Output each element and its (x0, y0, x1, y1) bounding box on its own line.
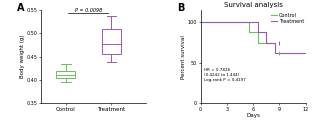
Y-axis label: Percent survival: Percent survival (181, 35, 186, 79)
Treatment (256, 22, 259, 23)
Text: P = 0.0098: P = 0.0098 (75, 8, 102, 13)
Treatment (304, 52, 308, 53)
Control (256, 32, 259, 33)
Treatment (256, 32, 259, 33)
Line: Control: Control (201, 22, 306, 53)
Control (273, 52, 277, 53)
Control (199, 22, 202, 23)
X-axis label: Days: Days (246, 113, 260, 118)
Control (256, 42, 259, 43)
Y-axis label: Body weight (g): Body weight (g) (20, 35, 25, 78)
Treatment (199, 22, 202, 23)
Title: Survival analysis: Survival analysis (224, 2, 283, 8)
Treatment (273, 42, 277, 43)
Text: A: A (17, 3, 25, 13)
Text: HR = 0.7826
(0.4242 to 1.444)
Log-rank P = 0.4197: HR = 0.7826 (0.4242 to 1.444) Log-rank P… (204, 68, 246, 82)
Control (247, 32, 251, 33)
Treatment (265, 42, 268, 43)
Line: Treatment: Treatment (201, 22, 306, 53)
Text: B: B (177, 3, 185, 13)
Treatment (273, 52, 277, 53)
Control (304, 52, 308, 53)
Control (247, 22, 251, 23)
Legend: Control, Treatment: Control, Treatment (271, 12, 305, 24)
Control (273, 42, 277, 43)
Treatment (265, 32, 268, 33)
